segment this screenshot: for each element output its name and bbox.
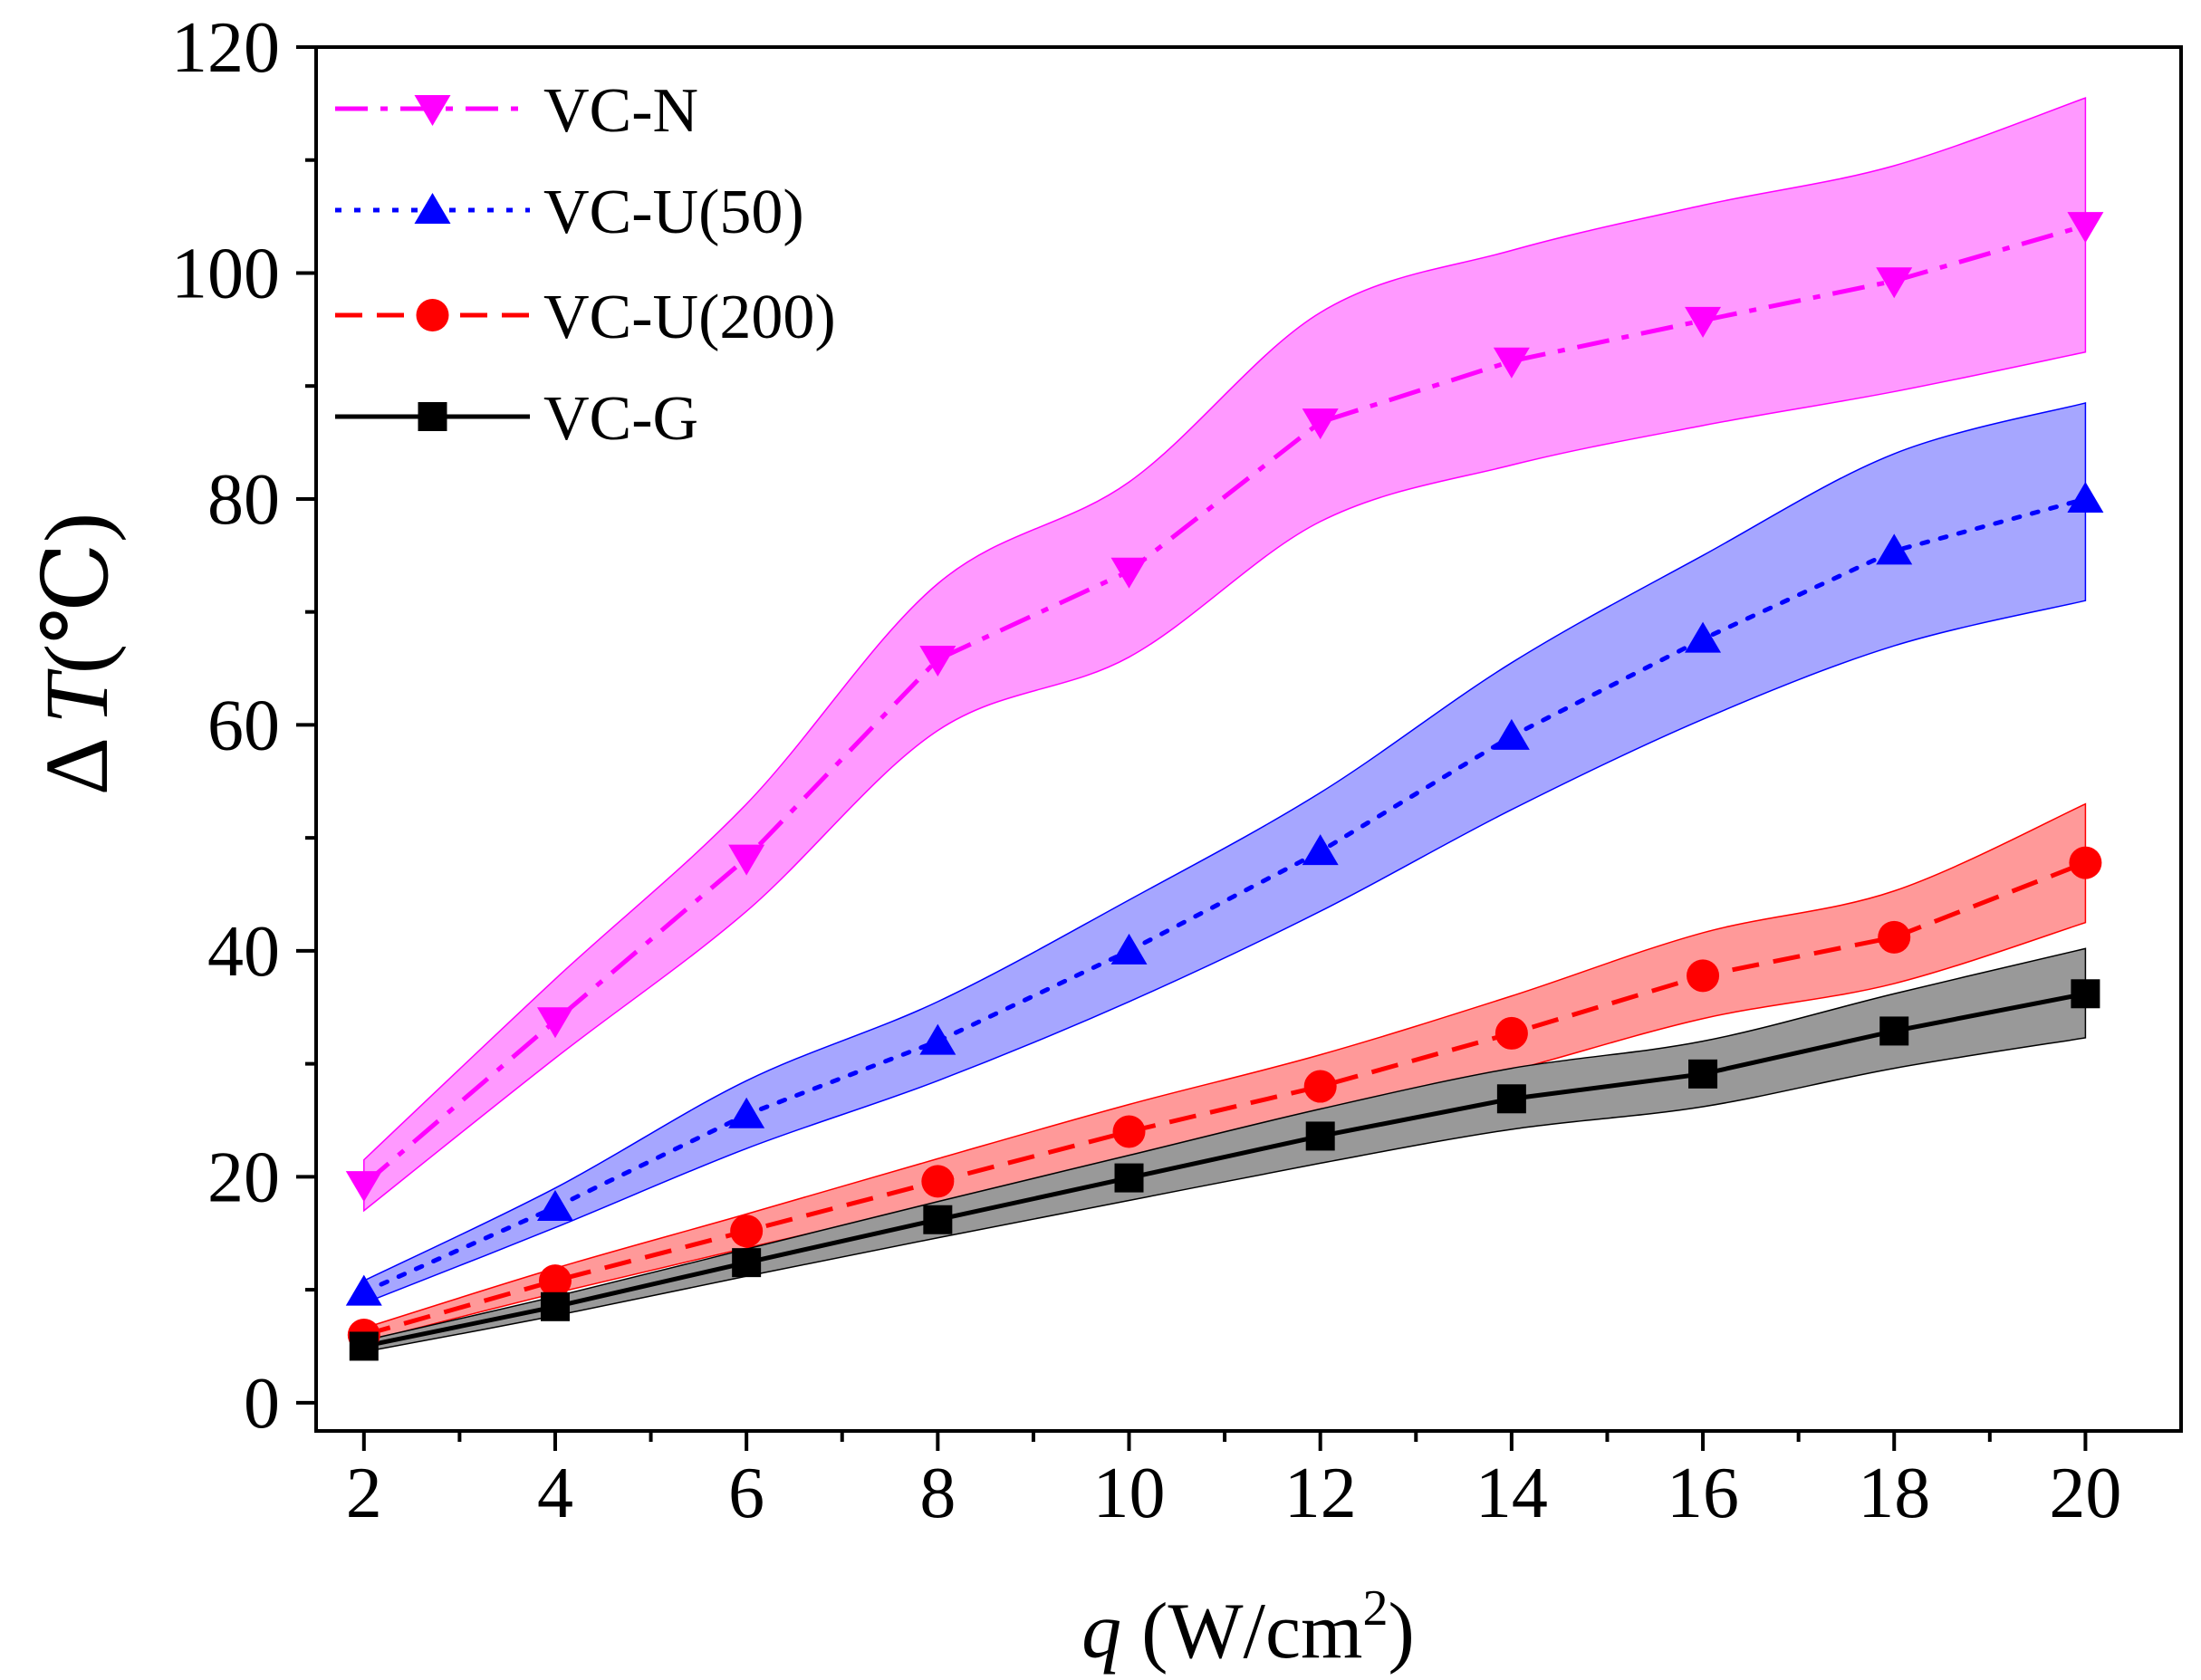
data-point-vc-u-50 <box>919 1023 956 1055</box>
data-point-vc-u-200 <box>2069 846 2102 879</box>
x-tick-label: 10 <box>1093 1454 1166 1533</box>
data-point-vc-u-50 <box>1110 933 1148 965</box>
data-point-vc-u-50 <box>1493 718 1530 750</box>
data-point-vc-n <box>2067 212 2104 244</box>
x-tick-label: 8 <box>919 1454 956 1533</box>
legend: VC-N VC-U(50) VC-U(200) VC-G <box>335 76 836 454</box>
data-point-vc-u-200 <box>1495 1016 1528 1050</box>
y-axis-title: ΔT(℃) <box>26 513 127 795</box>
data-point-vc-g <box>923 1205 953 1234</box>
data-point-vc-u-200 <box>1878 920 1911 954</box>
series-line-vc-g <box>363 991 2086 1349</box>
y-tick-label: 20 <box>207 1138 280 1217</box>
band-vc-n <box>363 97 2087 1213</box>
data-point-vc-g <box>1688 1059 1718 1089</box>
data-point-vc-u-200 <box>538 1264 572 1298</box>
data-point-vc-u-200 <box>730 1214 764 1248</box>
data-point-vc-g <box>1114 1163 1144 1193</box>
y-tick-label: 40 <box>207 912 280 992</box>
data-point-vc-n <box>345 1171 382 1203</box>
series-line-vc-n <box>362 223 2087 1186</box>
data-point-vc-n <box>1876 267 1913 299</box>
plot-frame <box>314 45 2183 1433</box>
data-point-vc-u-50 <box>1685 621 1722 653</box>
x-tick-label: 16 <box>1667 1454 1739 1533</box>
x-axis-title: q (W/cm2) <box>1081 1580 1415 1675</box>
y-tick-label: 0 <box>244 1364 280 1444</box>
data-point-vc-u-200 <box>1687 959 1720 993</box>
x-tick-label: 20 <box>2049 1454 2121 1533</box>
data-point-vc-g <box>732 1248 762 1278</box>
data-point-vc-n <box>728 844 765 876</box>
data-point-vc-u-200 <box>921 1165 955 1198</box>
legend-label-vc-n: VC-N <box>543 76 698 146</box>
y-tick-label: 60 <box>207 686 280 765</box>
data-point-vc-u-50 <box>1876 533 1913 565</box>
data-point-vc-g <box>1496 1084 1526 1114</box>
x-tick-label: 4 <box>537 1454 573 1533</box>
legend-marker-vc-n <box>414 95 451 126</box>
data-point-vc-n <box>1493 347 1530 379</box>
data-point-vc-u-50 <box>2067 481 2104 513</box>
series-lines <box>361 223 2088 1349</box>
data-point-vc-g <box>2071 979 2100 1009</box>
data-point-vc-g <box>1305 1121 1335 1151</box>
data-point-vc-n <box>1685 306 1722 338</box>
y-tick-label: 100 <box>171 234 280 313</box>
legend-marker-vc-u-50 <box>414 193 451 224</box>
x-tick-label: 12 <box>1284 1454 1357 1533</box>
x-tick-label: 14 <box>1475 1454 1548 1533</box>
series-markers <box>345 212 2104 1361</box>
data-point-vc-u-50 <box>728 1097 765 1128</box>
y-tick-label: 120 <box>171 8 280 88</box>
legend-label-vc-g: VC-G <box>543 384 698 454</box>
x-tick-label: 6 <box>728 1454 764 1533</box>
y-tick-label: 80 <box>207 460 280 540</box>
data-point-vc-n <box>536 1007 573 1039</box>
data-point-vc-g <box>1879 1016 1909 1046</box>
legend-label-vc-u-50: VC-U(50) <box>543 178 804 247</box>
data-point-vc-u-50 <box>536 1190 573 1222</box>
data-point-vc-g <box>540 1291 570 1321</box>
legend-marker-vc-g <box>418 402 447 431</box>
x-axis-ticks: 2 4 6 8 10 12 14 16 18 20 <box>346 1431 2121 1533</box>
y-axis-ticks: 0 20 40 60 80 100 120 <box>171 8 316 1444</box>
data-point-vc-n <box>1110 557 1148 589</box>
data-point-vc-u-50 <box>345 1274 382 1306</box>
data-point-vc-n <box>1302 408 1339 440</box>
data-point-vc-u-200 <box>1303 1070 1337 1103</box>
data-point-vc-u-50 <box>1302 834 1339 866</box>
data-point-vc-g <box>349 1331 379 1361</box>
data-point-vc-u-200 <box>1112 1115 1146 1148</box>
data-point-vc-n <box>919 646 956 677</box>
x-tick-label: 18 <box>1858 1454 1930 1533</box>
series-line-vc-u-200 <box>363 860 2087 1338</box>
legend-marker-vc-u-200 <box>416 299 449 331</box>
legend-label-vc-u-200: VC-U(200) <box>543 283 836 352</box>
series-line-vc-u-50 <box>361 496 2088 1295</box>
x-tick-label: 2 <box>346 1454 382 1533</box>
